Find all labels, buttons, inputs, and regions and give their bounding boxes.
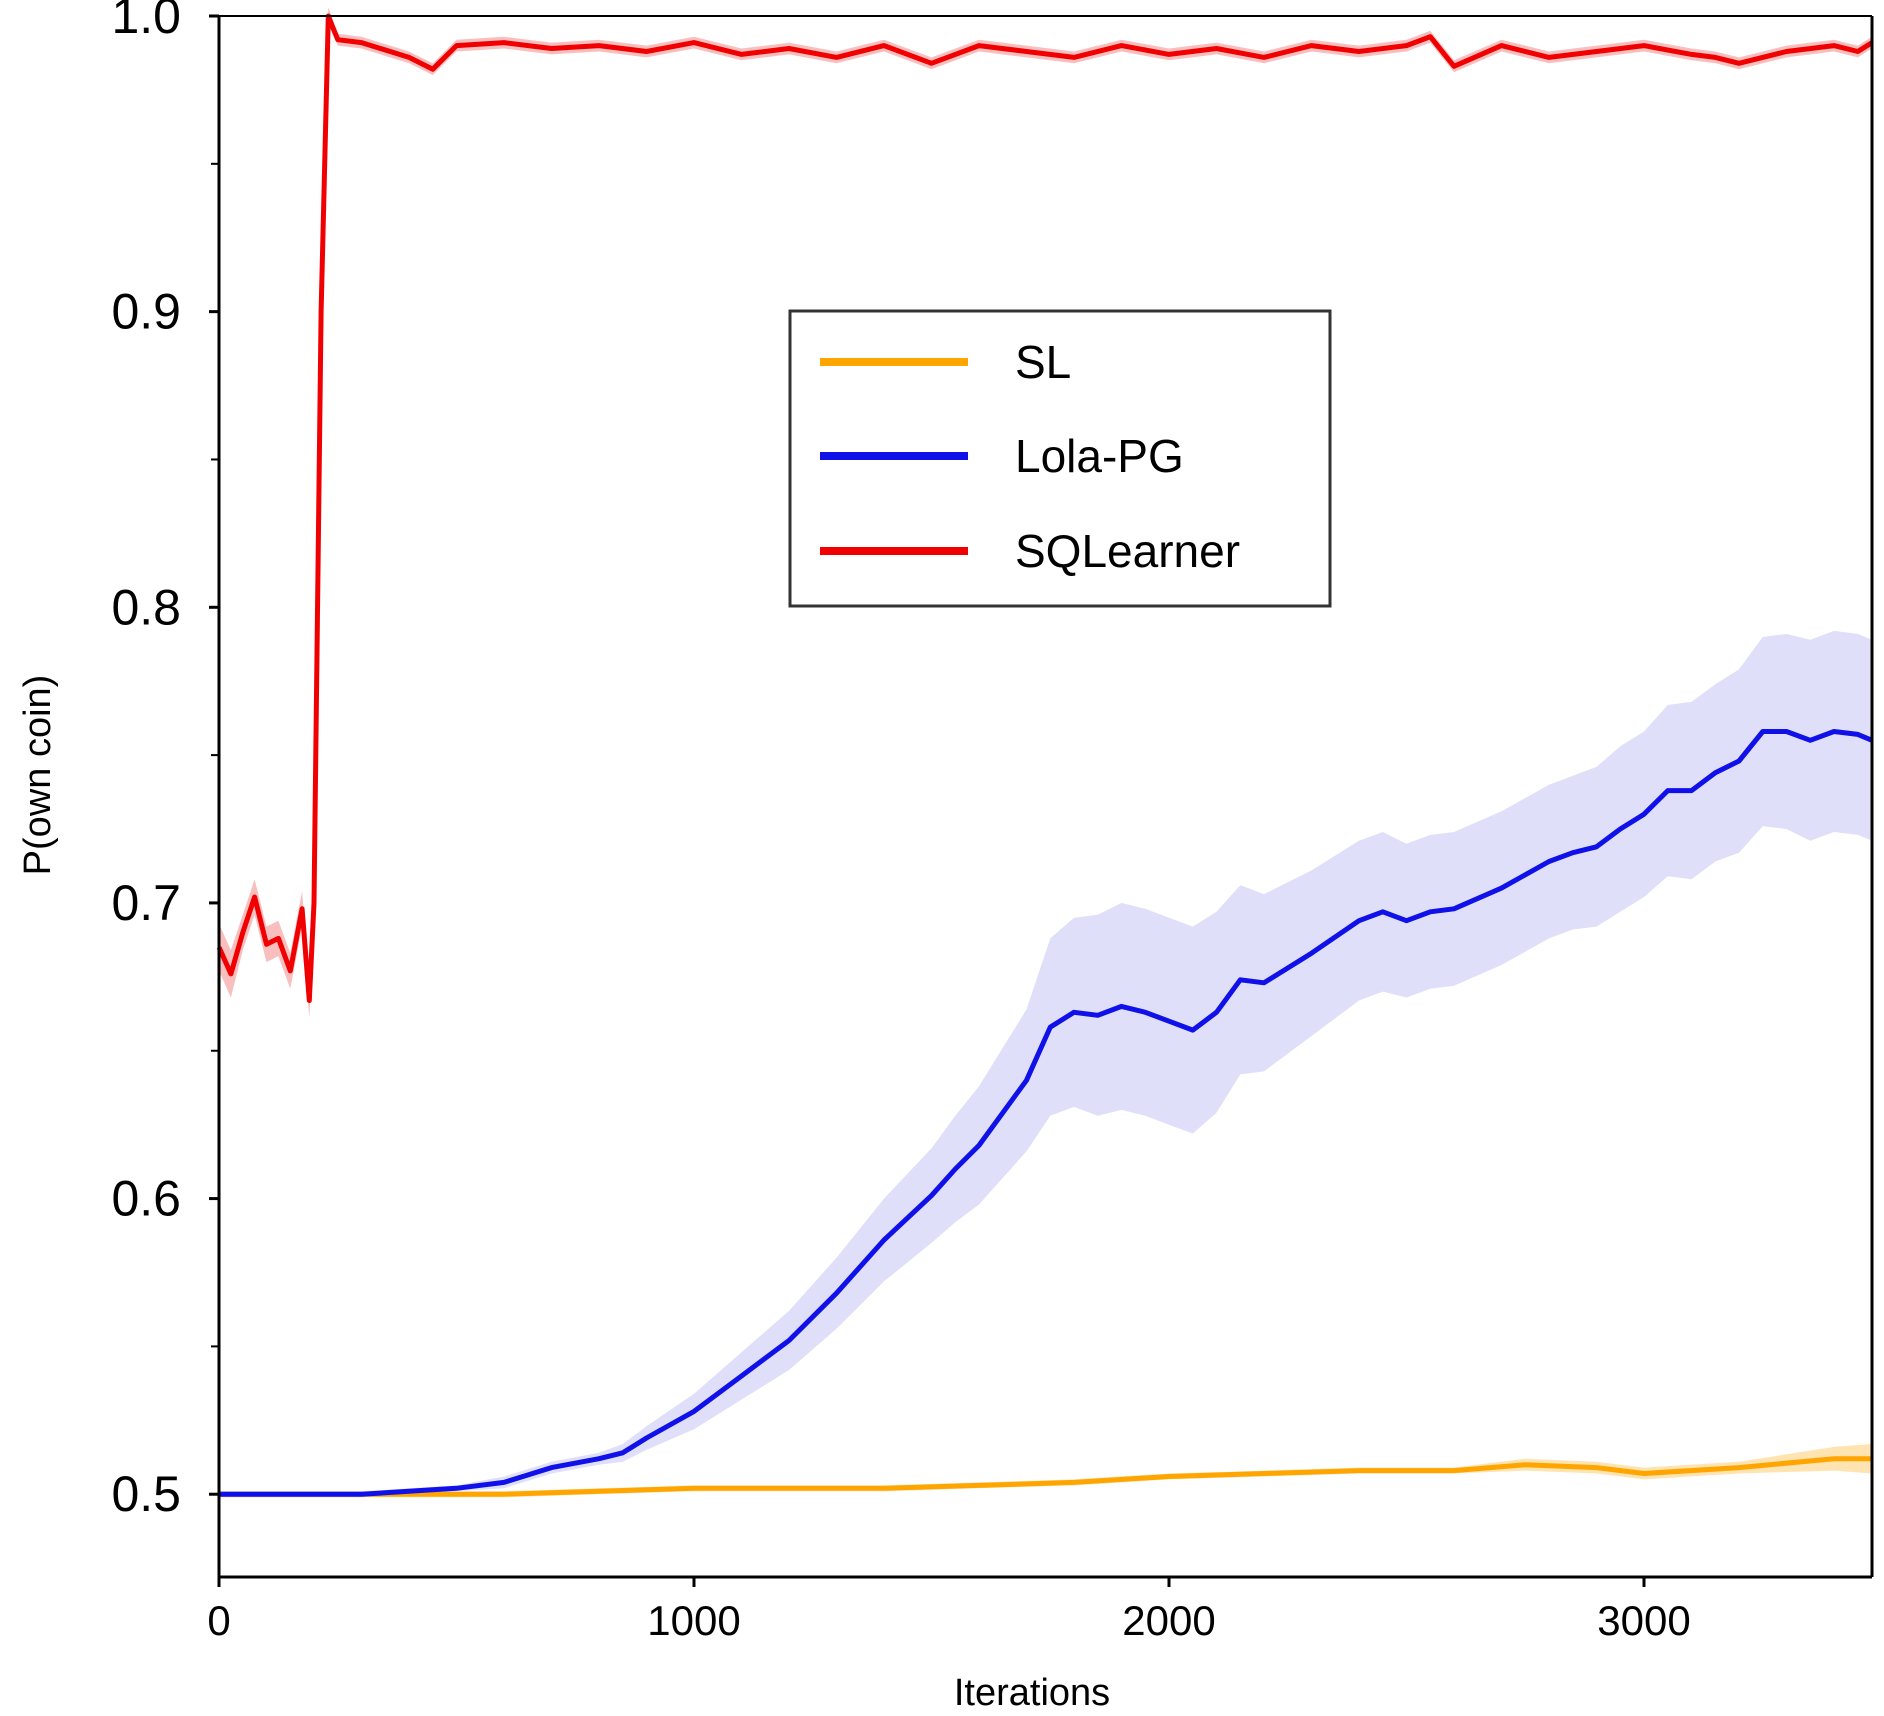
tick-marks-and-labels: 0.5 0.6 0.7 0.8 0.9 1.0 0 1000 2000 3000 [111,0,1690,1644]
legend-label-sl: SL [1015,336,1071,388]
y-axis-title: P(own coin) [17,675,59,876]
x-axis-title: Iterations [954,1672,1110,1714]
x-tick-label: 3000 [1597,1597,1690,1644]
y-tick-label: 1.0 [111,0,181,44]
confidence-bands [219,7,1872,1498]
x-tick-label: 2000 [1122,1597,1215,1644]
legend-label-sqlearner: SQLearner [1015,525,1240,577]
x-tick-label: 1000 [647,1597,740,1644]
y-tick-label: 0.9 [111,284,181,340]
series-line-sl [219,1456,1872,1497]
band-lola-pg [219,630,1872,1498]
y-tick-label: 0.8 [111,579,181,635]
x-tick-label: 0 [207,1597,230,1644]
series-line-sqlearner [216,13,1874,1003]
y-tick-label: 0.7 [111,875,181,931]
series-lines [216,13,1874,1497]
y-tick-label: 0.6 [111,1171,181,1227]
series-line-lola-pg [219,729,1873,1497]
y-tick-label: 0.5 [111,1466,181,1522]
axes [217,15,1874,1579]
legend-label-lola-pg: Lola-PG [1015,430,1184,482]
legend: SL Lola-PG SQLearner [788,309,1332,608]
